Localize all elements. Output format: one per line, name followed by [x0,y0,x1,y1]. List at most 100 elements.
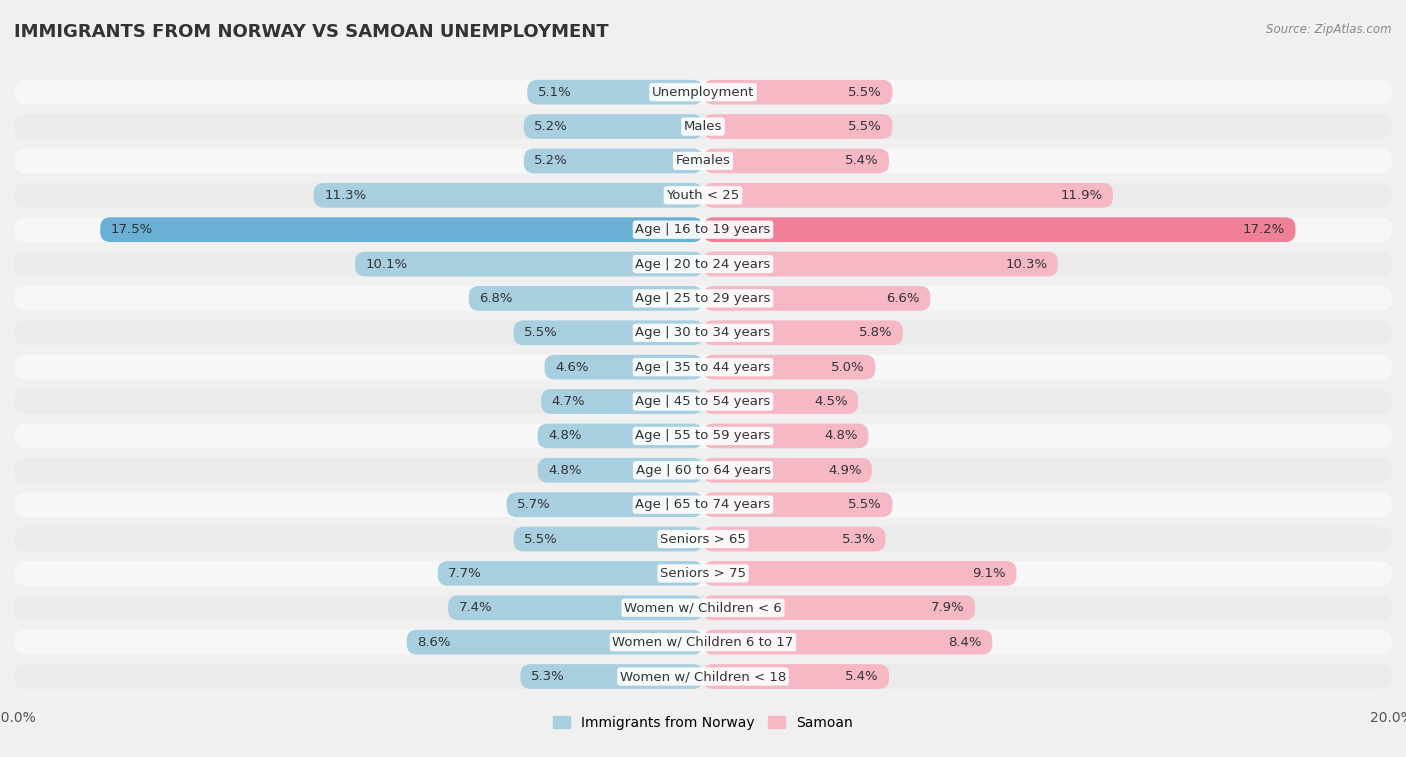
FancyBboxPatch shape [14,217,1392,242]
FancyBboxPatch shape [506,492,703,517]
Text: 11.3%: 11.3% [323,188,367,202]
Text: 7.9%: 7.9% [931,601,965,614]
Text: Unemployment: Unemployment [652,86,754,98]
Text: Seniors > 75: Seniors > 75 [659,567,747,580]
FancyBboxPatch shape [703,630,993,655]
FancyBboxPatch shape [544,355,703,379]
Text: Women w/ Children < 18: Women w/ Children < 18 [620,670,786,683]
FancyBboxPatch shape [513,527,703,551]
Text: 7.4%: 7.4% [458,601,492,614]
FancyBboxPatch shape [703,492,893,517]
FancyBboxPatch shape [437,561,703,586]
Text: 7.7%: 7.7% [449,567,482,580]
FancyBboxPatch shape [14,79,1392,104]
Text: IMMIGRANTS FROM NORWAY VS SAMOAN UNEMPLOYMENT: IMMIGRANTS FROM NORWAY VS SAMOAN UNEMPLO… [14,23,609,41]
FancyBboxPatch shape [524,148,703,173]
FancyBboxPatch shape [703,148,889,173]
FancyBboxPatch shape [14,148,1392,173]
Text: 4.8%: 4.8% [824,429,858,442]
FancyBboxPatch shape [703,458,872,483]
FancyBboxPatch shape [468,286,703,311]
FancyBboxPatch shape [537,423,703,448]
Text: 5.2%: 5.2% [534,154,568,167]
Text: 5.8%: 5.8% [859,326,893,339]
FancyBboxPatch shape [14,630,1392,655]
Text: Age | 20 to 24 years: Age | 20 to 24 years [636,257,770,270]
Text: 11.9%: 11.9% [1060,188,1102,202]
Text: Age | 65 to 74 years: Age | 65 to 74 years [636,498,770,511]
Text: 5.7%: 5.7% [517,498,551,511]
FancyBboxPatch shape [537,458,703,483]
FancyBboxPatch shape [14,664,1392,689]
Text: 5.5%: 5.5% [848,498,882,511]
FancyBboxPatch shape [703,79,893,104]
Text: 10.3%: 10.3% [1005,257,1047,270]
FancyBboxPatch shape [703,114,893,139]
Text: 4.7%: 4.7% [551,395,585,408]
Text: 8.6%: 8.6% [418,636,450,649]
Text: Males: Males [683,120,723,133]
Text: 5.1%: 5.1% [537,86,571,98]
FancyBboxPatch shape [314,183,703,207]
FancyBboxPatch shape [703,286,931,311]
FancyBboxPatch shape [703,527,886,551]
FancyBboxPatch shape [703,423,869,448]
Text: Age | 25 to 29 years: Age | 25 to 29 years [636,292,770,305]
Text: Women w/ Children 6 to 17: Women w/ Children 6 to 17 [613,636,793,649]
Text: Age | 60 to 64 years: Age | 60 to 64 years [636,464,770,477]
FancyBboxPatch shape [14,561,1392,586]
Text: 4.6%: 4.6% [555,360,588,374]
FancyBboxPatch shape [14,423,1392,448]
FancyBboxPatch shape [703,217,1295,242]
Text: 8.4%: 8.4% [949,636,981,649]
Text: 4.9%: 4.9% [828,464,862,477]
FancyBboxPatch shape [14,492,1392,517]
Text: 17.5%: 17.5% [111,223,153,236]
Text: 5.5%: 5.5% [848,120,882,133]
Text: 5.0%: 5.0% [831,360,865,374]
Legend: Immigrants from Norway, Samoan: Immigrants from Norway, Samoan [547,710,859,735]
Text: 5.2%: 5.2% [534,120,568,133]
FancyBboxPatch shape [14,320,1392,345]
FancyBboxPatch shape [406,630,703,655]
FancyBboxPatch shape [14,183,1392,207]
Text: Age | 30 to 34 years: Age | 30 to 34 years [636,326,770,339]
Text: 17.2%: 17.2% [1243,223,1285,236]
FancyBboxPatch shape [449,596,703,620]
FancyBboxPatch shape [14,355,1392,379]
FancyBboxPatch shape [703,355,875,379]
Text: 5.4%: 5.4% [845,670,879,683]
Text: 4.5%: 4.5% [814,395,848,408]
Text: 5.3%: 5.3% [841,532,875,546]
Text: Age | 35 to 44 years: Age | 35 to 44 years [636,360,770,374]
Text: Age | 55 to 59 years: Age | 55 to 59 years [636,429,770,442]
FancyBboxPatch shape [14,389,1392,414]
FancyBboxPatch shape [703,561,1017,586]
FancyBboxPatch shape [703,320,903,345]
FancyBboxPatch shape [14,458,1392,483]
Text: 6.6%: 6.6% [887,292,920,305]
Text: 10.1%: 10.1% [366,257,408,270]
FancyBboxPatch shape [100,217,703,242]
FancyBboxPatch shape [14,527,1392,551]
FancyBboxPatch shape [524,114,703,139]
FancyBboxPatch shape [14,251,1392,276]
Text: Seniors > 65: Seniors > 65 [659,532,747,546]
FancyBboxPatch shape [14,286,1392,311]
Text: 5.5%: 5.5% [524,532,558,546]
FancyBboxPatch shape [703,664,889,689]
FancyBboxPatch shape [703,183,1114,207]
FancyBboxPatch shape [14,596,1392,620]
Text: Women w/ Children < 6: Women w/ Children < 6 [624,601,782,614]
Text: 5.4%: 5.4% [845,154,879,167]
Text: Youth < 25: Youth < 25 [666,188,740,202]
FancyBboxPatch shape [513,320,703,345]
Text: Females: Females [675,154,731,167]
FancyBboxPatch shape [14,114,1392,139]
Text: 5.5%: 5.5% [524,326,558,339]
Text: Age | 45 to 54 years: Age | 45 to 54 years [636,395,770,408]
Text: 5.5%: 5.5% [848,86,882,98]
FancyBboxPatch shape [703,596,976,620]
Text: 4.8%: 4.8% [548,464,582,477]
Text: Age | 16 to 19 years: Age | 16 to 19 years [636,223,770,236]
